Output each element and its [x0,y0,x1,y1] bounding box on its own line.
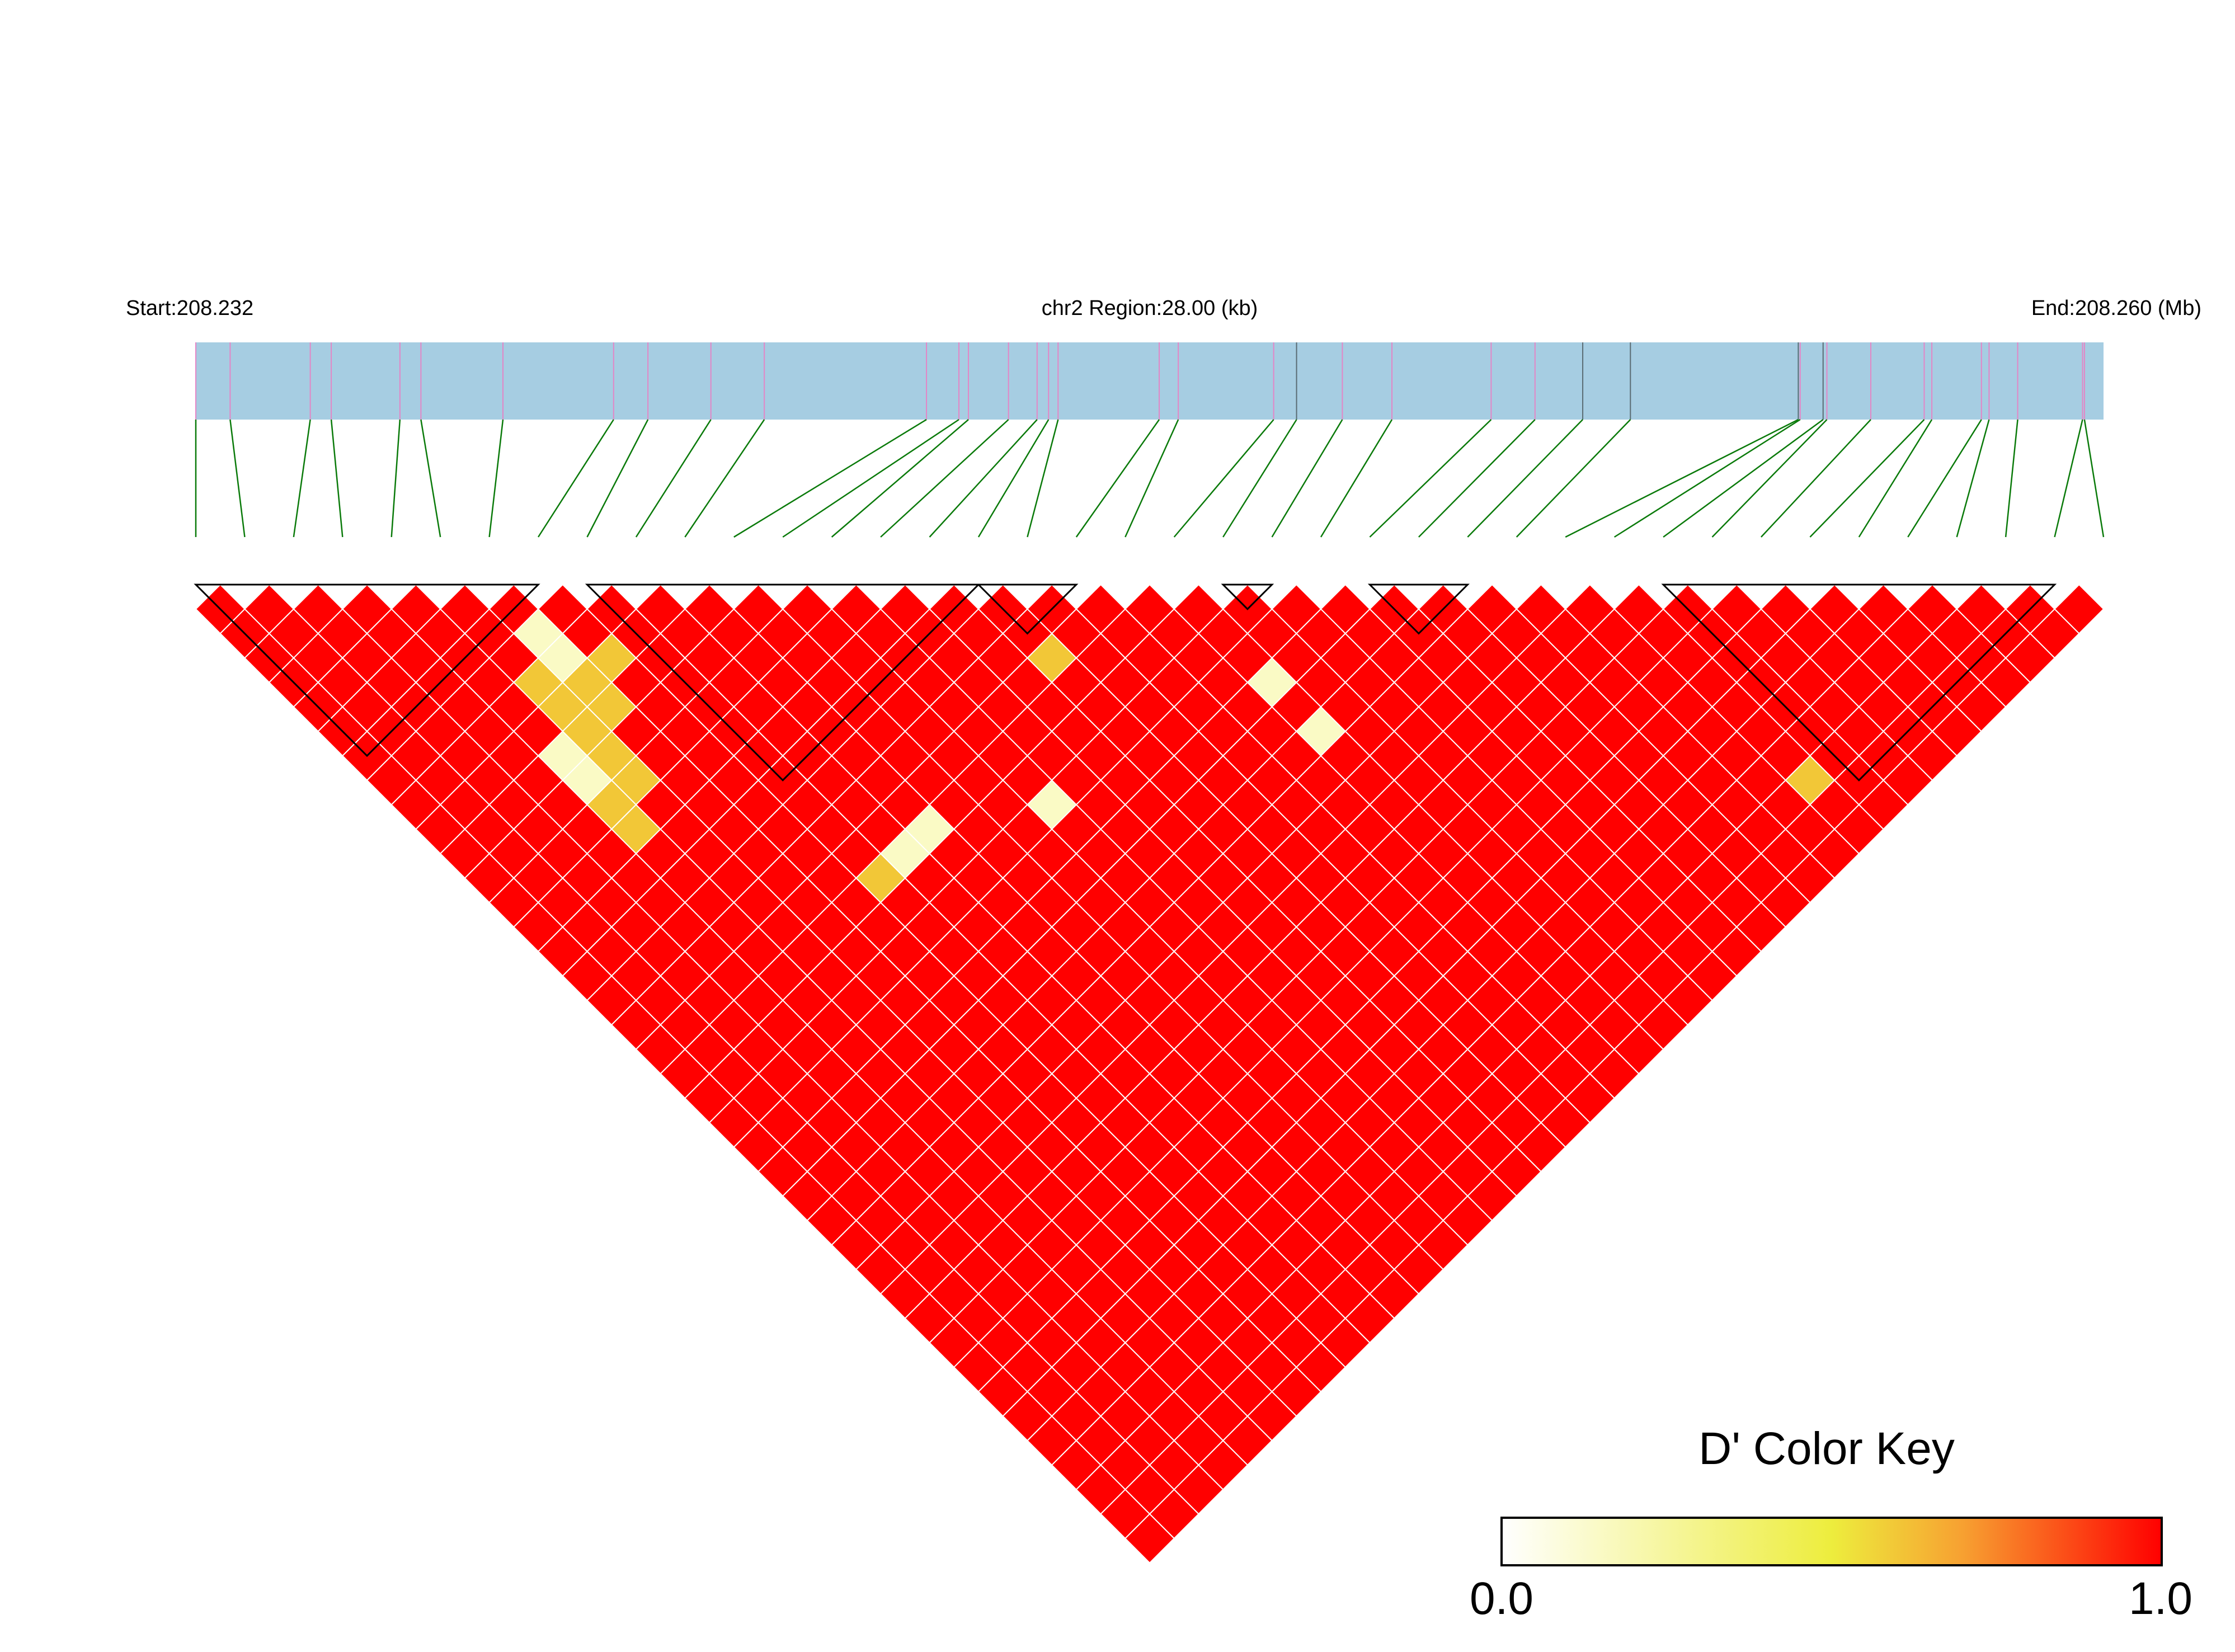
snp-connector [229,419,246,538]
ld-blocks-group [194,583,2057,782]
snp-connector [880,419,1009,538]
legend-color-bar [1500,1517,2163,1566]
snp-connector [537,419,614,538]
snp-connector [1222,419,1297,538]
snp-connector [1467,419,1583,538]
snp-connector [1711,419,1828,538]
snp-connector [420,419,441,538]
snp-connector [1956,419,1990,538]
legend-min-label: 0.0 [1470,1573,1533,1624]
legend-title: D' Color Key [1698,1423,1955,1474]
region-end-label: End:208.260 (Mb) [2031,296,2201,320]
snp-connector [2005,419,2018,538]
snp-connectors-group [195,418,2105,538]
region-start-label: Start:208.232 [126,296,253,320]
snp-connector [1761,419,1871,538]
snp-connector [2054,419,2083,538]
snp-connector [1124,419,1179,538]
snp-connector [1516,419,1631,538]
region-title-label: chr2 Region:28.00 (kb) [1042,296,1258,320]
chromosome-track [196,342,2104,420]
snp-connector [684,419,765,538]
snp-connector [1809,419,1925,538]
snp-ticks-group [195,342,2085,420]
ld-cells-group [195,583,2105,1564]
ld-block-outline [194,583,540,757]
snp-connector [929,419,1038,538]
ld-block-outline [1367,583,1470,635]
ld-block-outline [1661,583,2057,782]
snp-connector [1418,419,1536,538]
snp-connector [1027,419,1059,538]
ld-block-outline [585,583,981,782]
ld-block-outline [976,583,1079,635]
snp-connector [390,419,401,538]
snp-connector [1369,419,1492,538]
snp-connector [1663,418,1824,538]
snp-connector [1075,419,1160,538]
snp-connector [1271,419,1343,538]
ld-cell [1124,1513,1175,1564]
ld-block-outline [1221,583,1274,610]
snp-connector [1907,419,1982,538]
snp-connector [488,419,504,538]
snp-connector [330,419,344,538]
snp-connector [782,418,959,538]
snp-connector [635,419,712,538]
snp-connector [1173,419,1274,538]
snp-connector [977,419,1050,538]
snp-connector [586,419,649,538]
snp-connector [733,418,927,538]
snp-connector [2083,419,2105,538]
snp-connector [1565,418,1799,538]
snp-connector [1613,418,1801,538]
legend-max-label: 1.0 [2129,1573,2192,1624]
snp-connector [1858,419,1933,538]
snp-connector [293,419,311,538]
snp-connector [831,419,969,538]
snp-connector [1320,419,1393,538]
